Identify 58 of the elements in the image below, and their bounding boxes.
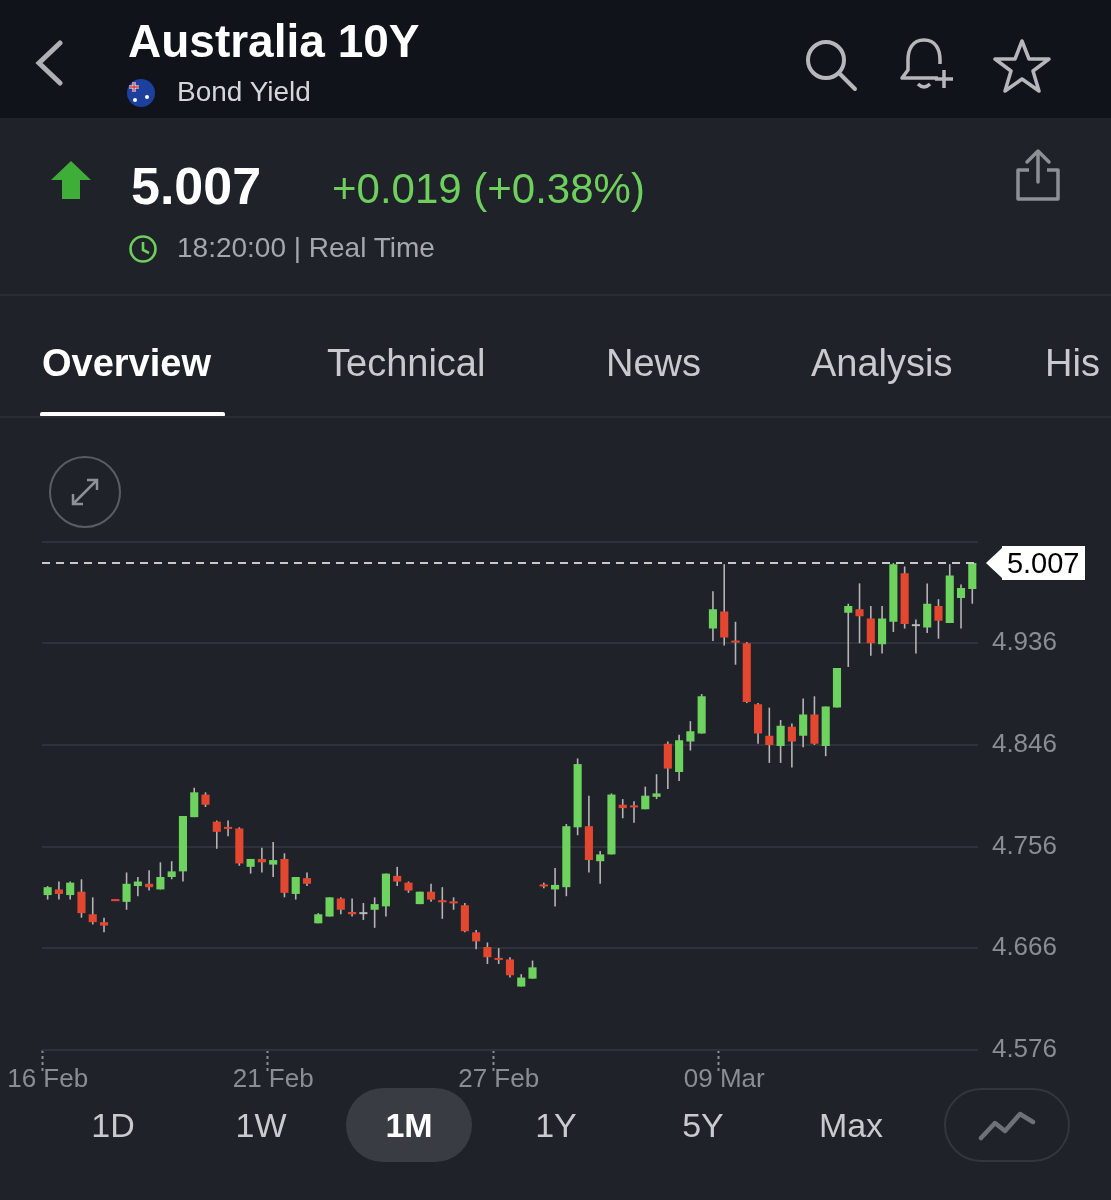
candlestick [122,871,131,911]
candlestick [686,720,695,752]
text: 18:20:00 | Real Time [177,232,435,264]
candlestick [923,582,932,634]
text: 1W [235,1106,287,1145]
candlestick [708,590,717,642]
candlestick [325,896,334,918]
x-tick-label: 16 Feb [7,1062,89,1093]
text: 1D [91,1106,135,1145]
x-tick-label: 09 Mar [683,1062,766,1093]
candlestick [77,878,86,919]
y-tick-label: 4.756 [991,829,1058,860]
candlestick [426,882,436,903]
text: 1Y [535,1106,577,1145]
text: 1M [385,1106,433,1145]
candlestick [483,941,492,965]
y-tick-label: 4.576 [991,1032,1058,1063]
candlestick [212,819,221,850]
candlestick [934,598,943,640]
y-tick-label: 4.666 [991,931,1058,962]
candlestick [765,706,774,764]
candlestick [776,719,785,764]
x-tick-label: 21 Feb [232,1062,314,1093]
candlestick [472,929,481,951]
text: 5.007 [131,156,262,216]
candlestick [956,583,966,630]
candlestick [787,722,796,769]
candlestick [799,697,808,748]
candlestick [54,880,63,901]
candlestick [156,861,165,891]
y-tick-label: 4.846 [991,728,1058,759]
candlestick [66,880,75,901]
text: Technical [327,342,486,385]
candlestick [269,841,278,878]
text: 5Y [682,1106,724,1145]
candlestick [528,959,537,980]
text: His [1045,342,1100,385]
candlestick [291,876,300,901]
y-tick-label: 4.936 [991,626,1058,657]
candlestick [393,866,402,887]
candlestick [596,850,605,885]
candlestick [911,618,920,655]
candlestick [505,956,515,979]
x-tick-label: 27 Feb [458,1062,540,1093]
text: News [606,342,702,385]
candlestick [855,582,864,645]
ref-line-label: 5.007 [1001,546,1085,581]
candlestick [844,602,853,668]
chart-title: Australia 10Y [128,14,420,68]
candlestick [167,860,176,881]
text: Overview [42,342,211,385]
candlestick [652,773,661,800]
candlestick [88,896,97,926]
text: Max [818,1106,884,1145]
chart-subtitle: Bond Yield [177,76,311,108]
candlestick [370,896,379,929]
text: +0.019 (+0.38%) [332,165,645,213]
text: Analysis [811,342,953,385]
